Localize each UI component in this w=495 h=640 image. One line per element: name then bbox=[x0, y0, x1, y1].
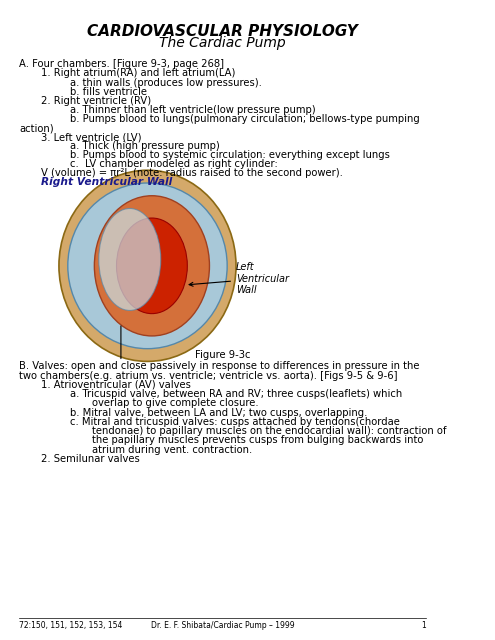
Text: a. Tricuspid valve, between RA and RV; three cusps(leaflets) which: a. Tricuspid valve, between RA and RV; t… bbox=[70, 389, 402, 399]
Text: b. Pumps blood to lungs(pulmonary circulation; bellows-type pumping: b. Pumps blood to lungs(pulmonary circul… bbox=[70, 114, 420, 124]
Text: 3. Left ventricle (LV): 3. Left ventricle (LV) bbox=[41, 132, 142, 142]
Ellipse shape bbox=[95, 196, 209, 336]
Text: The Cardiac Pump: The Cardiac Pump bbox=[159, 36, 286, 51]
Ellipse shape bbox=[68, 183, 227, 349]
Text: 72:150, 151, 152, 153, 154: 72:150, 151, 152, 153, 154 bbox=[19, 621, 122, 630]
Text: Figure 9-3c: Figure 9-3c bbox=[195, 350, 250, 360]
Text: 1. Right atrium(RA) and left atrium(LA): 1. Right atrium(RA) and left atrium(LA) bbox=[41, 68, 236, 78]
Text: A. Four chambers. [Figure 9-3, page 268]: A. Four chambers. [Figure 9-3, page 268] bbox=[19, 59, 224, 68]
Text: Dr. E. F. Shibata/Cardiac Pump – 1999: Dr. E. F. Shibata/Cardiac Pump – 1999 bbox=[151, 621, 295, 630]
Text: c.  LV chamber modeled as right cylinder:: c. LV chamber modeled as right cylinder: bbox=[70, 159, 278, 169]
Text: 2. Semilunar valves: 2. Semilunar valves bbox=[41, 454, 140, 464]
Text: b. Mitral valve, between LA and LV; two cusps, overlapping.: b. Mitral valve, between LA and LV; two … bbox=[70, 408, 367, 418]
Text: Right Ventricular Wall: Right Ventricular Wall bbox=[41, 177, 172, 188]
Text: 2. Right ventricle (RV): 2. Right ventricle (RV) bbox=[41, 96, 151, 106]
Text: tendonae) to papillary muscles on the endocardial wall): contraction of: tendonae) to papillary muscles on the en… bbox=[92, 426, 446, 436]
Text: two chambers(e.g. atrium vs. ventricle; ventricle vs. aorta). [Figs 9-5 & 9-6]: two chambers(e.g. atrium vs. ventricle; … bbox=[19, 371, 397, 381]
Text: 1: 1 bbox=[422, 621, 426, 630]
Text: the papillary muscles prevents cusps from bulging backwards into: the papillary muscles prevents cusps fro… bbox=[92, 435, 424, 445]
Text: b. fills ventricle: b. fills ventricle bbox=[70, 87, 147, 97]
Ellipse shape bbox=[59, 170, 236, 362]
Text: overlap to give complete closure.: overlap to give complete closure. bbox=[92, 398, 259, 408]
Text: action): action) bbox=[19, 123, 54, 133]
Ellipse shape bbox=[116, 218, 187, 314]
Ellipse shape bbox=[99, 209, 161, 310]
Text: Left
Ventricular
Wall: Left Ventricular Wall bbox=[189, 262, 289, 295]
Text: atrium during vent. contraction.: atrium during vent. contraction. bbox=[92, 445, 252, 454]
Text: V (volume) = πr²L (note: radius raised to the second power).: V (volume) = πr²L (note: radius raised t… bbox=[41, 168, 343, 178]
Text: CARDIOVASCULAR PHYSIOLOGY: CARDIOVASCULAR PHYSIOLOGY bbox=[87, 24, 358, 38]
Text: a. thin walls (produces low pressures).: a. thin walls (produces low pressures). bbox=[70, 78, 262, 88]
Text: a. Thinner than left ventricle(low pressure pump): a. Thinner than left ventricle(low press… bbox=[70, 105, 316, 115]
Text: a. Thick (high pressure pump): a. Thick (high pressure pump) bbox=[70, 141, 220, 151]
Text: b. Pumps blood to systemic circulation: everything except lungs: b. Pumps blood to systemic circulation: … bbox=[70, 150, 390, 160]
Text: B. Valves: open and close passively in response to differences in pressure in th: B. Valves: open and close passively in r… bbox=[19, 362, 420, 371]
Text: c. Mitral and tricuspid valves: cusps attached by tendons(chordae: c. Mitral and tricuspid valves: cusps at… bbox=[70, 417, 400, 427]
Text: 1. Atrioventricular (AV) valves: 1. Atrioventricular (AV) valves bbox=[41, 380, 191, 390]
